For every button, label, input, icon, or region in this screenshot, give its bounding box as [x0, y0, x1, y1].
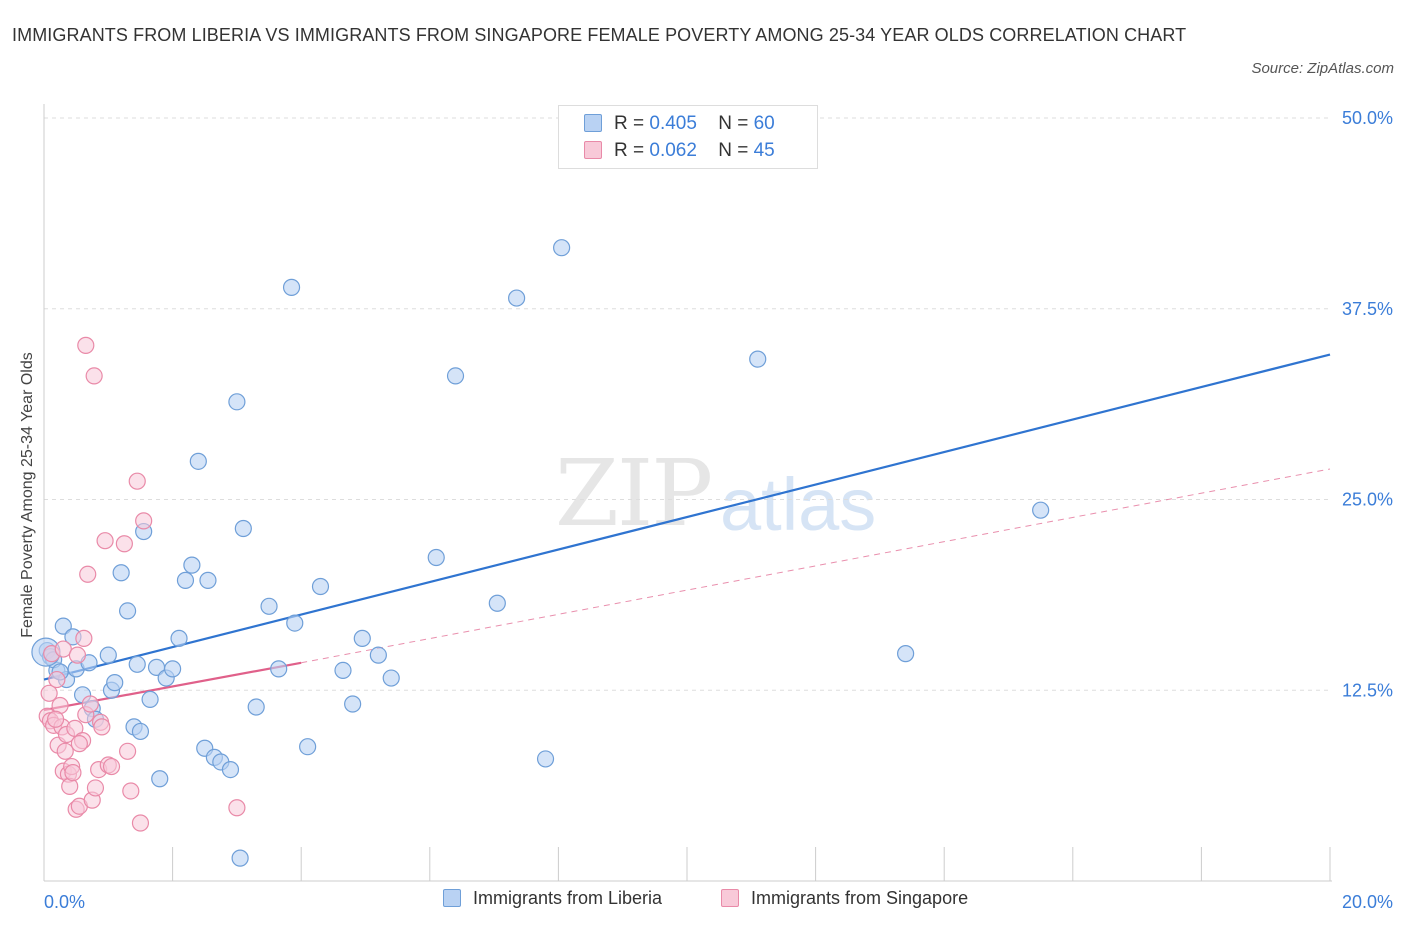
singapore-point	[118, 742, 137, 760]
singapore-point	[86, 779, 105, 797]
liberia-point	[260, 597, 278, 615]
singapore-point	[79, 565, 97, 583]
y-tick-label: 50.0%	[1342, 108, 1393, 128]
liberia-trend-line	[43, 353, 1331, 681]
singapore-point	[228, 799, 246, 817]
liberia-point	[164, 660, 182, 678]
legend-item-singapore[interactable]: Immigrants from Singapore	[721, 888, 968, 909]
liberia-point	[176, 571, 195, 589]
source-label: Source: ZipAtlas.com	[1251, 60, 1394, 77]
liberia-point	[897, 645, 915, 663]
liberia-point	[369, 646, 387, 664]
y-tick-label: 37.5%	[1342, 299, 1393, 319]
liberia-point	[270, 660, 288, 678]
liberia-point	[299, 738, 317, 756]
liberia-point	[247, 698, 265, 716]
x-tick-label: 0.0%	[44, 892, 85, 912]
liberia-point	[234, 519, 252, 538]
r-label: R =	[614, 140, 645, 161]
liberia-point	[311, 577, 330, 596]
singapore-n-value: 45	[753, 140, 775, 161]
legend-label-liberia: Immigrants from Liberia	[473, 888, 663, 908]
liberia-r-value: 0.405	[649, 113, 697, 134]
watermark-zip: ZIP	[555, 440, 713, 547]
liberia-point	[536, 750, 555, 768]
y-tick-label: 25.0%	[1342, 490, 1393, 510]
liberia-point	[286, 614, 304, 632]
singapore-point	[93, 718, 111, 736]
singapore-point	[96, 532, 114, 550]
liberia-point	[189, 452, 207, 470]
liberia-point	[228, 393, 246, 411]
singapore-point	[46, 710, 65, 728]
n-label: N =	[718, 113, 749, 134]
liberia-point	[199, 571, 217, 589]
legend-row-liberia: R = 0.405 N = 60	[584, 113, 775, 137]
liberia-point	[170, 629, 188, 647]
liberia-point	[488, 594, 506, 612]
singapore-point	[128, 472, 146, 490]
legend-item-liberia[interactable]: Immigrants from Liberia	[443, 888, 662, 909]
singapore-trend-extension	[301, 468, 1331, 664]
singapore-point	[48, 670, 66, 689]
singapore-point	[54, 640, 72, 658]
singapore-r-value: 0.062	[649, 140, 697, 161]
liberia-point	[221, 761, 240, 779]
liberia-point	[112, 564, 130, 582]
liberia-point	[334, 661, 352, 680]
liberia-point	[231, 849, 249, 867]
y-tick-label: 12.5%	[1342, 680, 1393, 700]
liberia-legend-swatch	[443, 889, 461, 907]
singapore-swatch	[584, 141, 602, 159]
liberia-point	[151, 770, 169, 788]
liberia-point	[382, 669, 400, 687]
liberia-point	[446, 367, 465, 385]
y-axis-label: Female Poverty Among 25-34 Year Olds	[19, 352, 36, 638]
liberia-point	[508, 289, 526, 307]
x-tick-label: 20.0%	[1342, 892, 1393, 912]
singapore-point	[64, 764, 82, 782]
singapore-point	[131, 814, 150, 832]
singapore-point	[81, 695, 99, 713]
liberia-point	[99, 646, 117, 664]
correlation-legend: R = 0.405 N = 60 R = 0.062 N = 45	[558, 105, 818, 169]
singapore-point	[75, 629, 93, 647]
data-points	[31, 239, 1050, 867]
singapore-point	[77, 336, 95, 354]
liberia-point	[553, 239, 571, 257]
singapore-point	[70, 735, 88, 753]
liberia-point	[54, 617, 72, 635]
liberia-point	[344, 695, 362, 713]
singapore-point	[40, 684, 58, 702]
liberia-point	[141, 690, 159, 709]
liberia-point	[131, 722, 150, 741]
liberia-point	[128, 655, 146, 673]
axes	[43, 104, 1332, 882]
legend-row-singapore: R = 0.062 N = 45	[584, 140, 775, 164]
liberia-point	[118, 602, 137, 620]
singapore-point	[135, 512, 153, 530]
chart-title: IMMIGRANTS FROM LIBERIA VS IMMIGRANTS FR…	[12, 25, 1187, 45]
liberia-n-value: 60	[753, 113, 775, 134]
singapore-point	[85, 367, 103, 385]
singapore-point	[115, 535, 133, 553]
singapore-legend-swatch	[721, 889, 739, 907]
singapore-point	[122, 782, 140, 800]
liberia-point	[282, 278, 301, 296]
singapore-point	[102, 757, 121, 776]
liberia-point	[749, 350, 767, 368]
liberia-point	[106, 674, 124, 692]
liberia-point	[353, 629, 371, 647]
r-label: R =	[614, 113, 645, 134]
liberia-swatch	[584, 114, 602, 132]
liberia-point	[1032, 501, 1050, 519]
n-label: N =	[718, 140, 749, 161]
legend-label-singapore: Immigrants from Singapore	[751, 888, 969, 908]
liberia-point	[183, 556, 201, 574]
singapore-point	[56, 742, 74, 760]
liberia-point	[427, 548, 445, 567]
tick-labels: 12.5% 25.0% 37.5% 50.0% 0.0% 20.0%	[44, 108, 1393, 912]
singapore-point	[68, 646, 87, 664]
